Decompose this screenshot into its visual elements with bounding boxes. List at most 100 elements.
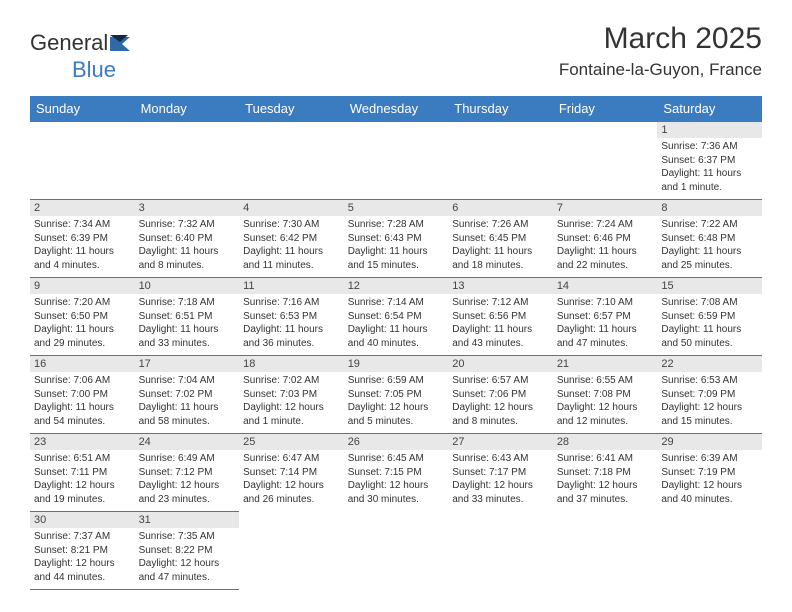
- day-details: Sunrise: 6:57 AMSunset: 7:06 PMDaylight:…: [448, 372, 553, 432]
- sunset-text: Sunset: 6:45 PM: [452, 232, 549, 246]
- sunrise-text: Sunrise: 6:57 AM: [452, 374, 549, 388]
- sunrise-text: Sunrise: 7:32 AM: [139, 218, 236, 232]
- day-details: Sunrise: 6:51 AMSunset: 7:11 PMDaylight:…: [30, 450, 135, 510]
- day-details: Sunrise: 7:37 AMSunset: 8:21 PMDaylight:…: [30, 528, 135, 588]
- sunrise-text: Sunrise: 7:28 AM: [348, 218, 445, 232]
- sunset-text: Sunset: 6:57 PM: [557, 310, 654, 324]
- sunset-text: Sunset: 8:21 PM: [34, 544, 131, 558]
- sunrise-text: Sunrise: 6:53 AM: [661, 374, 758, 388]
- calendar-cell: [239, 512, 344, 590]
- sunset-text: Sunset: 6:40 PM: [139, 232, 236, 246]
- sunset-text: Sunset: 6:59 PM: [661, 310, 758, 324]
- calendar-cell: 9Sunrise: 7:20 AMSunset: 6:50 PMDaylight…: [30, 278, 135, 356]
- daylight-text: Daylight: 11 hours and 50 minutes.: [661, 323, 758, 350]
- calendar-cell: 19Sunrise: 6:59 AMSunset: 7:05 PMDayligh…: [344, 356, 449, 434]
- calendar-cell: 15Sunrise: 7:08 AMSunset: 6:59 PMDayligh…: [657, 278, 762, 356]
- day-details: Sunrise: 7:30 AMSunset: 6:42 PMDaylight:…: [239, 216, 344, 276]
- daylight-text: Daylight: 11 hours and 36 minutes.: [243, 323, 340, 350]
- daylight-text: Daylight: 11 hours and 4 minutes.: [34, 245, 131, 272]
- day-details: Sunrise: 7:35 AMSunset: 8:22 PMDaylight:…: [135, 528, 240, 588]
- location: Fontaine-la-Guyon, France: [559, 60, 762, 80]
- day-number: 10: [135, 278, 240, 294]
- sunrise-text: Sunrise: 6:49 AM: [139, 452, 236, 466]
- day-number: 23: [30, 434, 135, 450]
- daylight-text: Daylight: 11 hours and 54 minutes.: [34, 401, 131, 428]
- logo: General Blue: [30, 30, 134, 83]
- daylight-text: Daylight: 12 hours and 26 minutes.: [243, 479, 340, 506]
- sunrise-text: Sunrise: 7:35 AM: [139, 530, 236, 544]
- sunrise-text: Sunrise: 7:02 AM: [243, 374, 340, 388]
- weekday-header: Sunday: [30, 96, 135, 122]
- day-number: 3: [135, 200, 240, 216]
- calendar-cell: [30, 122, 135, 200]
- day-number: 31: [135, 512, 240, 528]
- month-title: March 2025: [559, 22, 762, 56]
- calendar-week-row: 1Sunrise: 7:36 AMSunset: 6:37 PMDaylight…: [30, 122, 762, 200]
- sunset-text: Sunset: 7:02 PM: [139, 388, 236, 402]
- sunset-text: Sunset: 7:12 PM: [139, 466, 236, 480]
- daylight-text: Daylight: 12 hours and 33 minutes.: [452, 479, 549, 506]
- sunset-text: Sunset: 6:53 PM: [243, 310, 340, 324]
- day-details: Sunrise: 7:24 AMSunset: 6:46 PMDaylight:…: [553, 216, 658, 276]
- daylight-text: Daylight: 11 hours and 1 minute.: [661, 167, 758, 194]
- day-number: 8: [657, 200, 762, 216]
- calendar-cell: 14Sunrise: 7:10 AMSunset: 6:57 PMDayligh…: [553, 278, 658, 356]
- sunrise-text: Sunrise: 7:16 AM: [243, 296, 340, 310]
- daylight-text: Daylight: 12 hours and 15 minutes.: [661, 401, 758, 428]
- day-number: 18: [239, 356, 344, 372]
- day-number: 28: [553, 434, 658, 450]
- sunrise-text: Sunrise: 6:43 AM: [452, 452, 549, 466]
- daylight-text: Daylight: 12 hours and 47 minutes.: [139, 557, 236, 584]
- day-details: Sunrise: 7:06 AMSunset: 7:00 PMDaylight:…: [30, 372, 135, 432]
- calendar-cell: 20Sunrise: 6:57 AMSunset: 7:06 PMDayligh…: [448, 356, 553, 434]
- calendar-week-row: 9Sunrise: 7:20 AMSunset: 6:50 PMDaylight…: [30, 278, 762, 356]
- sunset-text: Sunset: 6:51 PM: [139, 310, 236, 324]
- sunrise-text: Sunrise: 6:45 AM: [348, 452, 445, 466]
- weekday-header: Friday: [553, 96, 658, 122]
- day-number: 21: [553, 356, 658, 372]
- daylight-text: Daylight: 12 hours and 37 minutes.: [557, 479, 654, 506]
- day-details: Sunrise: 7:02 AMSunset: 7:03 PMDaylight:…: [239, 372, 344, 432]
- calendar-cell: 17Sunrise: 7:04 AMSunset: 7:02 PMDayligh…: [135, 356, 240, 434]
- sunrise-text: Sunrise: 6:47 AM: [243, 452, 340, 466]
- day-number: 22: [657, 356, 762, 372]
- daylight-text: Daylight: 11 hours and 33 minutes.: [139, 323, 236, 350]
- day-details: Sunrise: 7:16 AMSunset: 6:53 PMDaylight:…: [239, 294, 344, 354]
- calendar-cell: [135, 122, 240, 200]
- sunrise-text: Sunrise: 6:51 AM: [34, 452, 131, 466]
- calendar-cell: 13Sunrise: 7:12 AMSunset: 6:56 PMDayligh…: [448, 278, 553, 356]
- calendar-cell: [553, 122, 658, 200]
- day-number: 4: [239, 200, 344, 216]
- day-number: 19: [344, 356, 449, 372]
- daylight-text: Daylight: 12 hours and 19 minutes.: [34, 479, 131, 506]
- sunset-text: Sunset: 8:22 PM: [139, 544, 236, 558]
- day-details: Sunrise: 7:10 AMSunset: 6:57 PMDaylight:…: [553, 294, 658, 354]
- day-number: 20: [448, 356, 553, 372]
- calendar-cell: 28Sunrise: 6:41 AMSunset: 7:18 PMDayligh…: [553, 434, 658, 512]
- sunrise-text: Sunrise: 7:08 AM: [661, 296, 758, 310]
- day-details: Sunrise: 6:43 AMSunset: 7:17 PMDaylight:…: [448, 450, 553, 510]
- sunset-text: Sunset: 7:08 PM: [557, 388, 654, 402]
- day-number: 24: [135, 434, 240, 450]
- calendar-cell: 5Sunrise: 7:28 AMSunset: 6:43 PMDaylight…: [344, 200, 449, 278]
- calendar-cell: [344, 122, 449, 200]
- calendar-cell: 30Sunrise: 7:37 AMSunset: 8:21 PMDayligh…: [30, 512, 135, 590]
- sunset-text: Sunset: 6:39 PM: [34, 232, 131, 246]
- calendar-cell: 1Sunrise: 7:36 AMSunset: 6:37 PMDaylight…: [657, 122, 762, 200]
- day-number: 17: [135, 356, 240, 372]
- sunrise-text: Sunrise: 7:10 AM: [557, 296, 654, 310]
- sunrise-text: Sunrise: 6:55 AM: [557, 374, 654, 388]
- day-details: Sunrise: 6:53 AMSunset: 7:09 PMDaylight:…: [657, 372, 762, 432]
- daylight-text: Daylight: 11 hours and 11 minutes.: [243, 245, 340, 272]
- weekday-header: Monday: [135, 96, 240, 122]
- calendar-cell: 31Sunrise: 7:35 AMSunset: 8:22 PMDayligh…: [135, 512, 240, 590]
- sunrise-text: Sunrise: 7:30 AM: [243, 218, 340, 232]
- weekday-header: Wednesday: [344, 96, 449, 122]
- day-details: Sunrise: 7:20 AMSunset: 6:50 PMDaylight:…: [30, 294, 135, 354]
- sunset-text: Sunset: 7:00 PM: [34, 388, 131, 402]
- day-number: 13: [448, 278, 553, 294]
- day-details: Sunrise: 6:59 AMSunset: 7:05 PMDaylight:…: [344, 372, 449, 432]
- daylight-text: Daylight: 11 hours and 58 minutes.: [139, 401, 236, 428]
- calendar-cell: [344, 512, 449, 590]
- day-number: 11: [239, 278, 344, 294]
